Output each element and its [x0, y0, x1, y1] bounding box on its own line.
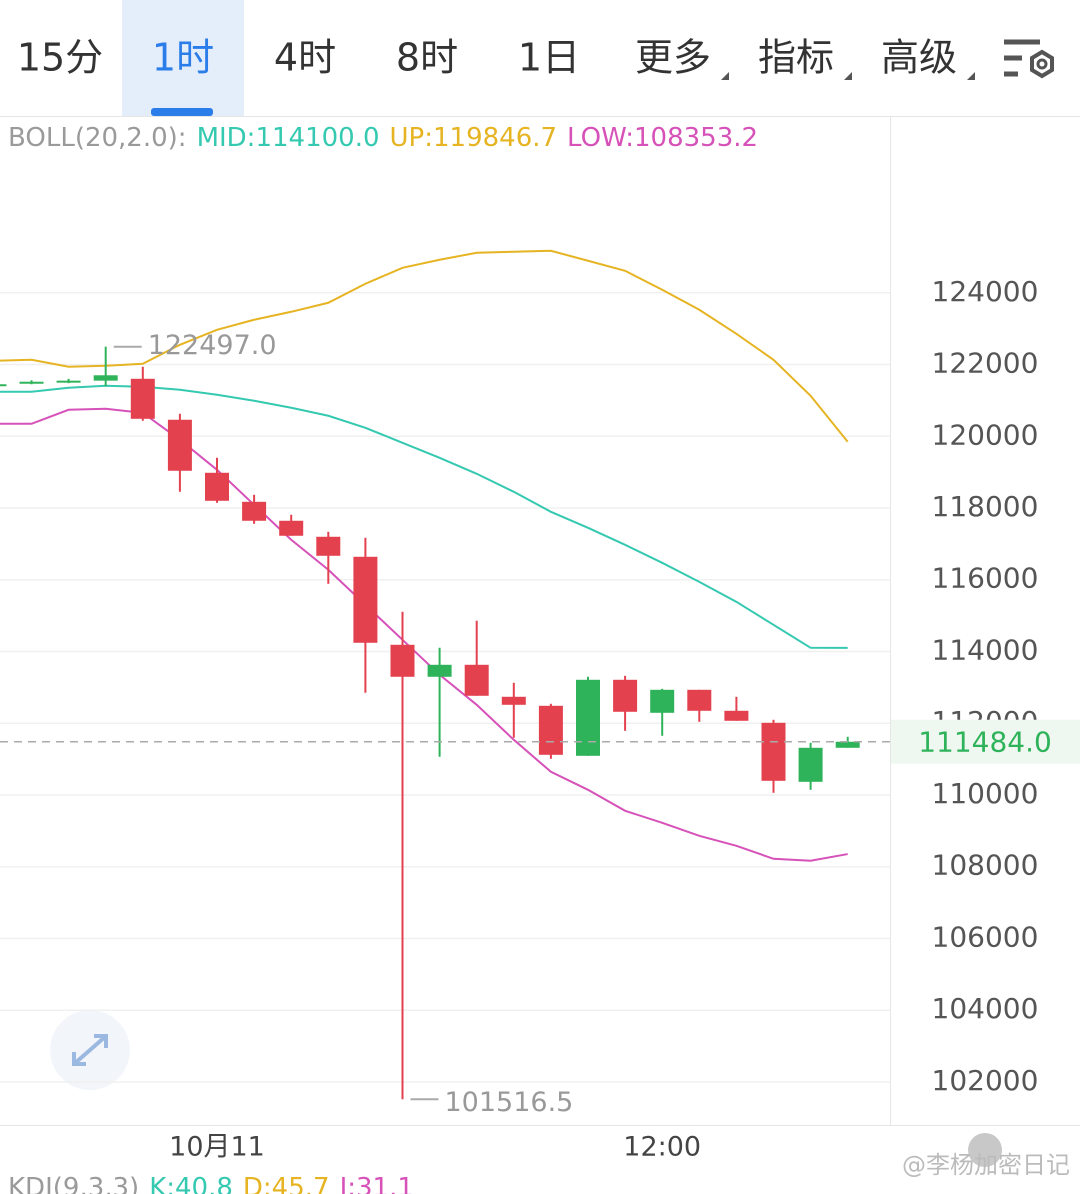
tab[interactable]: 高级: [881, 36, 957, 80]
last-price-box: [891, 719, 1080, 764]
y-tick-label: 110000: [932, 777, 1039, 810]
candle-body: [724, 710, 749, 721]
kdj-item: KDJ(9,3,3): [8, 1173, 139, 1194]
kdj-item: J:31.1: [338, 1173, 414, 1194]
boll-line: [0, 407, 848, 862]
candle-body: [427, 664, 452, 677]
kdj-item: K:40.8: [149, 1173, 233, 1194]
candle-body: [798, 747, 823, 782]
y-tick-label: 124000: [932, 275, 1039, 308]
watermark: @李杨加密日记: [902, 1151, 1070, 1179]
legend-item: BOLL(20,2.0):: [8, 123, 187, 153]
candle-body: [0, 384, 7, 387]
candle-body: [279, 520, 304, 536]
active-tab-bg: [122, 0, 244, 116]
tab[interactable]: 15分: [17, 36, 103, 80]
boll-line: [0, 384, 848, 649]
candle-body: [687, 689, 712, 711]
kdj-item: D:45.7: [243, 1173, 330, 1194]
settings-icon[interactable]: [1004, 39, 1054, 79]
dropdown-caret: [967, 72, 975, 80]
candle-body: [576, 679, 600, 756]
candle-body: [130, 378, 155, 419]
legend-item: LOW:108353.2: [567, 123, 758, 153]
candle-body: [56, 380, 81, 383]
kdj-legend: KDJ(9,3,3) K:40.8 D:45.7 J:31.1: [8, 1173, 414, 1194]
y-tick-label: 122000: [932, 347, 1039, 380]
candle-body: [501, 696, 526, 705]
candle-body: [761, 722, 786, 781]
candle-body: [205, 472, 229, 501]
tab[interactable]: 指标: [758, 36, 834, 80]
y-tick-label: 102000: [932, 1064, 1039, 1097]
candle-body: [19, 381, 44, 384]
x-tick-label: 10月11: [169, 1132, 265, 1163]
candle-body: [835, 741, 860, 748]
active-tab-indicator: [151, 108, 213, 116]
tab[interactable]: 1日: [518, 36, 580, 80]
candle-body: [538, 705, 563, 755]
y-tick-label: 120000: [932, 418, 1039, 451]
dropdown-caret: [844, 72, 852, 80]
legend-item: UP:119846.7: [390, 123, 558, 153]
candle-body: [613, 679, 638, 712]
high-marker-label: 122497.0: [148, 330, 277, 361]
candle-body: [464, 664, 489, 696]
candle-body: [390, 644, 415, 677]
tab[interactable]: 1时: [152, 36, 214, 80]
legend-item: MID:114100.0: [197, 123, 380, 153]
expand-button[interactable]: [50, 1010, 130, 1090]
tab[interactable]: 4时: [274, 36, 336, 80]
last-price-label: 111484.0: [918, 726, 1052, 759]
low-marker-label: 101516.5: [445, 1087, 574, 1118]
y-tick-label: 106000: [932, 920, 1039, 953]
candle-body: [93, 375, 118, 381]
y-tick-label: 104000: [932, 992, 1039, 1025]
y-tick-label: 116000: [932, 562, 1039, 595]
y-tick-label: 114000: [932, 633, 1039, 666]
boll-line: [0, 249, 849, 443]
candle-body: [242, 501, 267, 521]
watermark-logo: [968, 1133, 1002, 1167]
candle-body: [353, 556, 378, 643]
candle-body: [316, 536, 341, 556]
y-tick-label: 108000: [932, 849, 1039, 882]
indicator-legend: BOLL(20,2.0): MID:114100.0 UP:119846.7 LOW:…: [8, 123, 758, 153]
dropdown-caret: [721, 72, 729, 80]
y-tick-label: 118000: [932, 490, 1039, 523]
x-tick-label: 12:00: [623, 1132, 701, 1163]
candle-body: [167, 419, 192, 471]
candle-body: [650, 689, 675, 713]
tab[interactable]: 更多: [635, 36, 711, 80]
tab[interactable]: 8时: [396, 36, 458, 80]
